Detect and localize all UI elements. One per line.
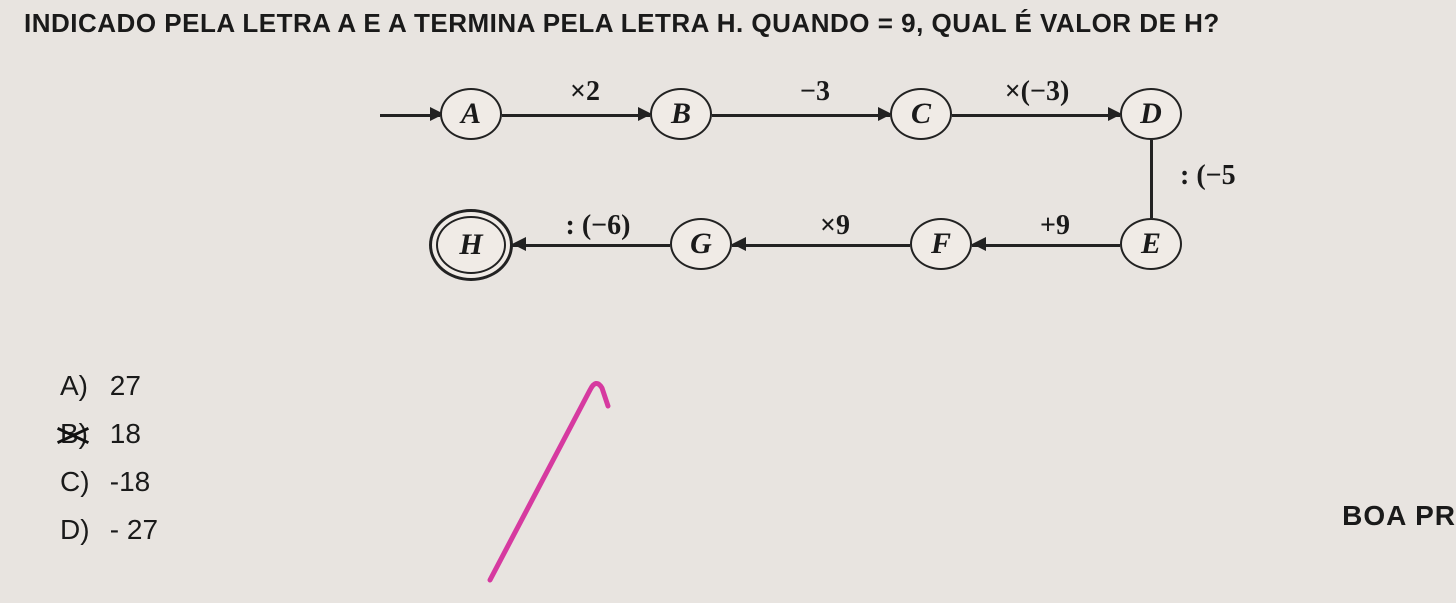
pink-mark [470,360,630,590]
node-h-label: H [459,228,482,262]
op-ef: +9 [1010,210,1100,242]
option-c-value: -18 [110,466,150,497]
flow-diagram: A B C D ×2 −3 ×(−3) : (−5 H G F E +9 ×9 … [380,70,1440,290]
op-ab: ×2 [540,76,630,108]
node-d: D [1120,88,1182,140]
edge-ef [972,244,1120,247]
question-text: INDICADO PELA LETRA A E A TERMINA PELA L… [24,8,1220,39]
op-de: : (−5 [1180,160,1236,192]
answer-options: A) 27 B) 18 C) -18 D) - 27 [60,370,158,562]
node-a-label: A [461,97,481,131]
option-a-letter: A) [60,370,102,402]
option-b-value: 18 [110,418,141,449]
option-a: A) 27 [60,370,158,402]
edge-fg [732,244,910,247]
option-d: D) - 27 [60,514,158,546]
option-c: C) -18 [60,466,158,498]
footer-text: BOA PR [1342,500,1456,532]
arrow-ef [972,237,986,251]
node-b: B [650,88,712,140]
edge-de [1150,140,1153,218]
node-g: G [670,218,732,270]
edge-gh [512,244,670,247]
node-h: H [436,216,506,274]
node-f: F [910,218,972,270]
op-bc: −3 [770,76,860,108]
op-cd: ×(−3) [972,76,1102,108]
edge-bc [712,114,890,117]
node-d-label: D [1140,97,1162,131]
node-g-label: G [690,227,712,261]
arrow-gh [512,237,526,251]
node-b-label: B [671,97,691,131]
arrow-bc [878,107,892,121]
arrow-fg [732,237,746,251]
option-d-value: - 27 [110,514,158,545]
node-c: C [890,88,952,140]
op-fg: ×9 [790,210,880,242]
arrow-ab [638,107,652,121]
op-gh: : (−6) [538,210,658,242]
edge-ab [502,114,650,117]
option-d-letter: D) [60,514,102,546]
node-c-label: C [911,97,931,131]
option-b: B) 18 [60,418,158,450]
node-e-label: E [1141,227,1161,261]
node-e: E [1120,218,1182,270]
node-f-label: F [931,227,951,261]
node-a: A [440,88,502,140]
edge-cd [952,114,1120,117]
option-c-letter: C) [60,466,102,498]
arrow-cd [1108,107,1122,121]
option-a-value: 27 [110,370,141,401]
